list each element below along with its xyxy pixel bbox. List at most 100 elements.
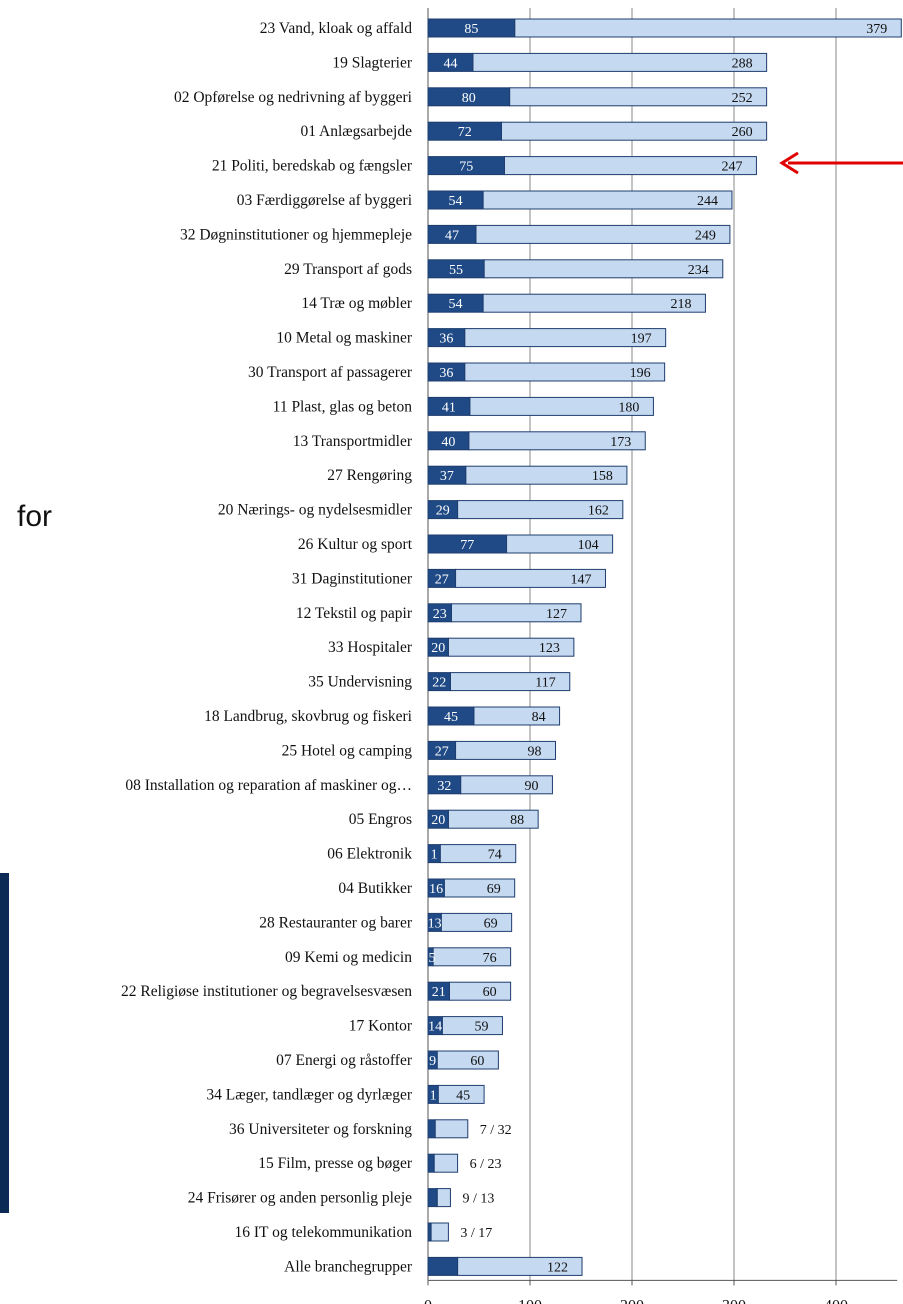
data-label-light: 76	[483, 951, 497, 966]
bar-segment-dark	[427, 1153, 435, 1173]
data-label-light: 247	[721, 160, 742, 175]
bar-segment-dark	[427, 396, 471, 416]
data-label-dark: 13	[428, 916, 442, 931]
category-label: 21 Politi, beredskab og fængsler	[212, 158, 413, 175]
category-label: 14 Træ og møbler	[301, 295, 413, 312]
data-label-light: 104	[578, 538, 599, 553]
data-label-light: 180	[618, 400, 639, 415]
data-label-dark: 36	[439, 366, 453, 381]
category-label: 28 Restauranter og barer	[259, 914, 413, 931]
category-label: 36 Universiteter og forskning	[229, 1121, 412, 1138]
data-label-dark: 9	[429, 1054, 436, 1069]
side-text: for	[17, 500, 53, 533]
category-label: 16 IT og telekommunikation	[234, 1224, 412, 1241]
bar-segment-light	[441, 1016, 503, 1036]
category-label: 32 Døgninstitutioner og hjemmepleje	[180, 226, 412, 243]
x-tick-label: 0	[424, 1297, 432, 1304]
category-label: 35 Undervisning	[308, 674, 412, 691]
data-label-light: 218	[670, 297, 691, 312]
bar-segment-dark	[427, 431, 470, 451]
bar-segment-dark	[427, 362, 466, 382]
bar-segment-dark	[427, 706, 475, 726]
category-label: 25 Hotel og camping	[282, 742, 413, 759]
bar-segment-light	[448, 981, 512, 1001]
data-label-light: 252	[732, 91, 753, 106]
bar-segment-dark	[427, 328, 466, 348]
category-label: 03 Færdiggørelse af byggeri	[237, 192, 413, 209]
category-label: 12 Tekstil og papir	[296, 605, 413, 622]
bar-segment-light	[436, 1050, 499, 1070]
bar-segment-dark	[427, 259, 485, 279]
bar-segment-light	[447, 809, 539, 829]
category-label: 02 Opførelse og nedrivning af byggeri	[174, 89, 413, 106]
bar-segment-light	[436, 1188, 451, 1208]
data-label-dark: 22	[432, 676, 446, 691]
data-label-light: 60	[470, 1054, 484, 1069]
data-label-light: 127	[546, 607, 567, 622]
category-label: 29 Transport af gods	[284, 261, 412, 278]
bar-segment-dark	[427, 603, 452, 623]
data-label-dark: 45	[444, 710, 458, 725]
bar-segment-dark	[427, 740, 457, 760]
red-arrow-annotation	[779, 151, 903, 175]
data-label-dark: 21	[432, 985, 446, 1000]
category-label: 33 Hospitaler	[328, 639, 413, 656]
data-label-light: 90	[524, 779, 538, 794]
category-label: 19 Slagterier	[332, 54, 412, 71]
bar-segment-dark	[427, 1188, 438, 1208]
category-label: 06 Elektronik	[327, 846, 412, 863]
data-label-light: 123	[539, 641, 560, 656]
bar-segment-dark	[427, 947, 434, 967]
bar-segment-dark	[427, 912, 442, 932]
bar-segment-dark	[427, 87, 511, 107]
bar-segment-dark	[427, 190, 484, 210]
bar-segment-dark	[427, 775, 462, 795]
data-label-dark: 40	[441, 435, 455, 450]
bar-segment-dark	[427, 568, 457, 588]
data-label-dark: 14	[428, 1020, 442, 1035]
data-label-dark: 36	[439, 332, 453, 347]
data-label-light: 45	[456, 1088, 470, 1103]
bar-segment-light	[482, 190, 733, 210]
data-label-dark: 80	[462, 91, 476, 106]
bar-segment-light	[433, 1153, 459, 1173]
x-tick-label: 200	[620, 1297, 644, 1304]
bar-segment-dark	[427, 637, 449, 657]
data-label-dark: 77	[460, 538, 474, 553]
data-label-dark: 41	[442, 400, 456, 415]
bar-segment-dark	[427, 844, 441, 864]
data-label-light: 379	[866, 22, 887, 37]
data-label-light: 197	[631, 332, 652, 347]
bar-segment-light	[473, 706, 561, 726]
bar-segment-light	[514, 18, 902, 38]
bar-segment-light	[430, 1222, 449, 1242]
data-label-dark: 72	[458, 125, 472, 140]
category-label: 07 Energi og råstoffer	[276, 1052, 413, 1069]
category-label: 11 Plast, glas og beton	[273, 398, 413, 415]
side-accent-bar	[0, 873, 9, 1213]
data-label-light: 98	[528, 744, 542, 759]
data-label-light: 260	[732, 125, 753, 140]
category-label: Alle branchegrupper	[284, 1258, 413, 1275]
category-label: 18 Landbrug, skovbrug og fiskeri	[204, 708, 413, 725]
data-label-light: 147	[570, 572, 591, 587]
data-label-dark: 23	[433, 607, 447, 622]
data-label-light: 84	[532, 710, 546, 725]
data-label-dark: 32	[437, 779, 451, 794]
bar-segment-dark	[427, 293, 484, 313]
bar-segment-dark	[427, 224, 477, 244]
data-label-light: 69	[484, 916, 498, 931]
data-label-dark: 20	[431, 641, 445, 656]
data-label-dark: 27	[435, 572, 449, 587]
category-label: 31 Daginstitutioner	[292, 570, 413, 587]
data-label-dark: 47	[445, 228, 459, 243]
data-label-dark: 85	[464, 22, 478, 37]
category-label: 23 Vand, kloak og affald	[260, 20, 412, 37]
data-label-light: 74	[488, 848, 502, 863]
data-label-light: 158	[592, 469, 613, 484]
data-label-dark: 27	[435, 744, 449, 759]
category-label: 20 Nærings- og nydelsesmidler	[218, 502, 413, 519]
category-label: 34 Læger, tandlæger og dyrlæger	[206, 1086, 412, 1103]
bar-segment-dark	[427, 981, 450, 1001]
